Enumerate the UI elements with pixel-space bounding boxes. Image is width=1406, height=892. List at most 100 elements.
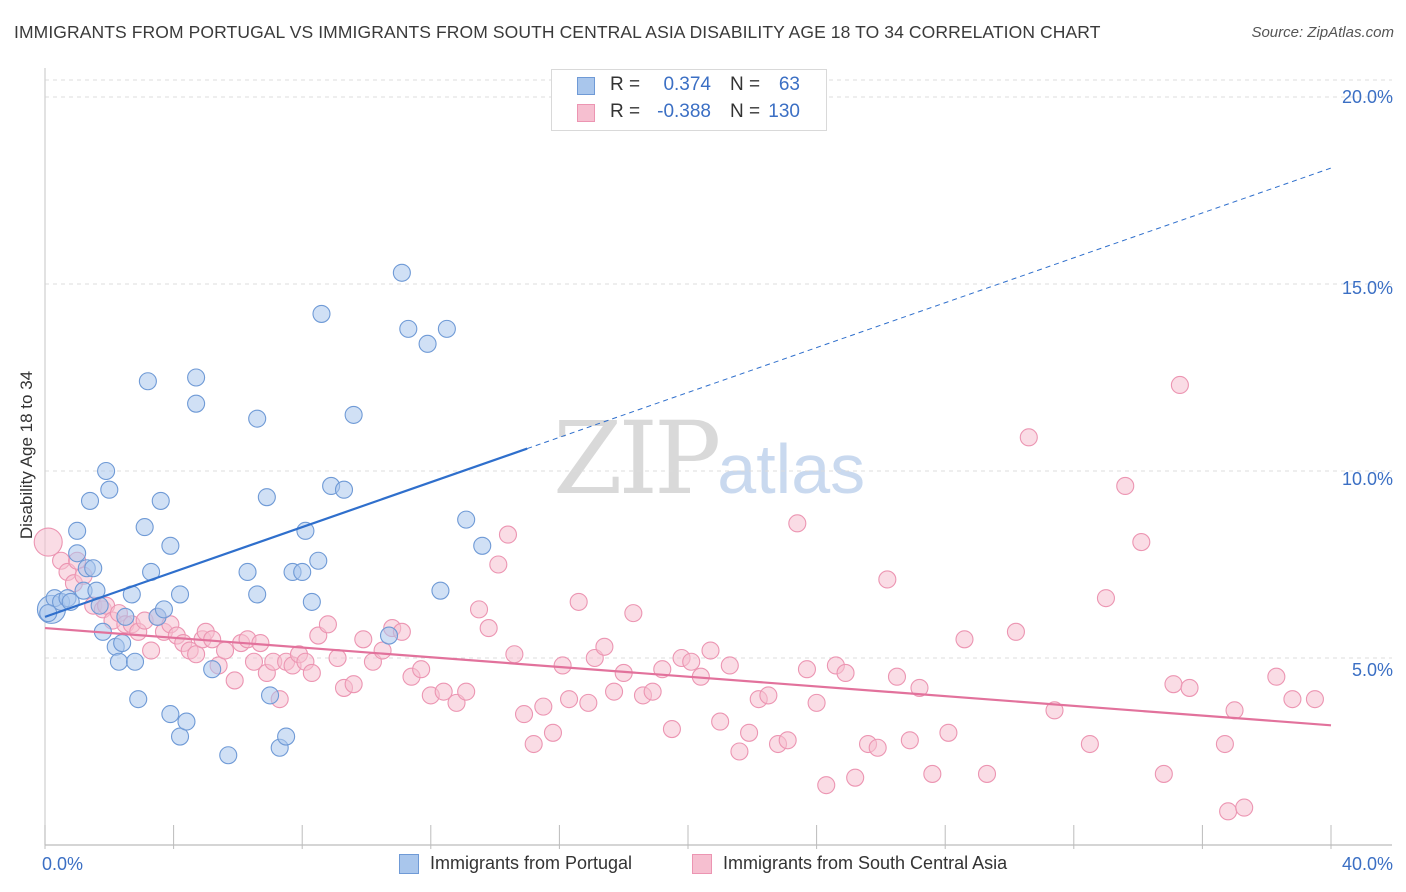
data-point-portugal	[125, 652, 145, 671]
data-point-portugal	[312, 304, 331, 323]
data-point-portugal	[203, 660, 222, 679]
data-point-south-central-asia	[534, 697, 553, 716]
legend-r-label: R =	[610, 101, 641, 122]
data-point-portugal	[129, 690, 148, 709]
data-point-south-central-asia	[759, 686, 778, 705]
data-point-portugal	[457, 510, 476, 529]
data-point-portugal	[344, 405, 363, 424]
data-point-south-central-asia	[1006, 622, 1025, 641]
data-point-south-central-asia	[740, 723, 759, 742]
data-point-south-central-asia	[344, 675, 363, 694]
data-point-south-central-asia	[514, 705, 534, 724]
data-point-south-central-asia	[955, 630, 974, 649]
data-point-portugal	[161, 536, 180, 555]
data-point-south-central-asia	[1019, 428, 1038, 447]
points-south-central-asia	[33, 375, 1324, 821]
data-point-portugal	[97, 461, 116, 481]
points-portugal	[36, 263, 492, 765]
axes	[44, 68, 1392, 849]
data-point-south-central-asia	[939, 723, 958, 742]
data-point-south-central-asia	[187, 645, 206, 664]
data-point-south-central-asia	[1080, 734, 1099, 754]
data-point-south-central-asia	[730, 742, 749, 761]
data-point-portugal	[84, 559, 103, 578]
data-point-south-central-asia	[1219, 802, 1238, 821]
data-point-south-central-asia	[328, 648, 347, 668]
data-point-south-central-asia	[244, 652, 264, 671]
data-point-south-central-asia	[711, 712, 730, 731]
data-point-portugal	[138, 372, 157, 391]
legend-r-value: -0.388	[657, 101, 711, 122]
data-point-portugal	[257, 488, 276, 507]
data-point-south-central-asia	[595, 637, 614, 656]
data-point-south-central-asia	[1225, 701, 1244, 720]
data-point-portugal	[154, 600, 174, 619]
data-point-portugal	[437, 319, 456, 338]
data-point-south-central-asia	[1096, 589, 1115, 608]
data-point-portugal	[151, 491, 170, 510]
watermark-zip: ZIP	[553, 400, 721, 517]
data-point-south-central-asia	[579, 693, 598, 712]
data-point-south-central-asia	[543, 723, 563, 742]
data-point-south-central-asia	[624, 604, 643, 623]
data-point-portugal	[219, 746, 238, 765]
data-point-portugal	[473, 536, 492, 555]
data-point-south-central-asia	[846, 768, 865, 787]
data-point-south-central-asia	[788, 514, 807, 533]
data-point-portugal	[334, 480, 354, 499]
x-tick-label-min: 0.0%	[42, 854, 84, 874]
data-point-south-central-asia	[215, 641, 235, 660]
data-point-south-central-asia	[1283, 690, 1302, 709]
data-point-portugal	[135, 518, 154, 537]
data-point-south-central-asia	[479, 619, 498, 638]
correlation-legend: R = 0.374 N = 63 R = -0.388 N = 130	[551, 69, 827, 131]
data-point-portugal	[293, 562, 312, 582]
data-point-portugal	[68, 544, 87, 563]
data-point-south-central-asia	[662, 720, 681, 739]
data-point-south-central-asia	[797, 660, 817, 679]
trend-line-south-central-asia	[44, 626, 1332, 727]
data-point-south-central-asia	[1267, 667, 1286, 686]
data-point-portugal	[277, 727, 296, 746]
data-point-portugal	[187, 394, 206, 413]
data-point-south-central-asia	[720, 656, 739, 675]
data-point-south-central-asia	[553, 656, 572, 675]
legend-row-portugal: R = 0.374 N = 63	[552, 74, 826, 100]
data-point-south-central-asia	[1116, 476, 1135, 496]
legend-r-value: 0.374	[663, 74, 711, 95]
data-point-portugal	[100, 480, 119, 499]
data-point-south-central-asia	[1132, 533, 1151, 552]
legend-swatch-portugal	[577, 77, 595, 95]
legend-label-portugal: Immigrants from Portugal	[430, 853, 633, 873]
data-point-south-central-asia	[412, 660, 431, 679]
data-point-south-central-asia	[142, 641, 161, 660]
y-tick-label: 20.0%	[1341, 87, 1393, 107]
y-tick-label: 5.0%	[1351, 660, 1393, 680]
data-point-portugal	[248, 409, 267, 428]
data-point-south-central-asia	[1154, 764, 1173, 783]
data-point-south-central-asia	[354, 630, 373, 649]
source-label[interactable]: Source: ZipAtlas.com	[1251, 24, 1394, 41]
data-point-portugal	[177, 712, 196, 731]
data-point-south-central-asia	[1215, 734, 1234, 754]
data-point-portugal	[113, 633, 132, 653]
legend-n-label: N =	[730, 101, 761, 122]
data-point-south-central-asia	[1305, 690, 1324, 709]
data-point-south-central-asia	[1235, 798, 1254, 817]
data-point-south-central-asia	[605, 682, 624, 701]
data-point-portugal	[392, 263, 411, 282]
chart-title: IMMIGRANTS FROM PORTUGAL VS IMMIGRANTS F…	[14, 22, 1101, 42]
data-point-south-central-asia	[469, 600, 489, 619]
legend-label-south-central-asia: Immigrants from South Central Asia	[723, 853, 1008, 873]
y-axis-label: Disability Age 18 to 34	[17, 370, 36, 540]
data-point-south-central-asia	[910, 678, 929, 697]
data-point-south-central-asia	[225, 671, 244, 690]
data-point-south-central-asia	[489, 555, 508, 574]
data-point-portugal	[431, 581, 450, 600]
data-point-south-central-asia	[878, 570, 897, 589]
data-point-portugal	[248, 585, 267, 604]
data-point-south-central-asia	[643, 682, 662, 701]
data-point-south-central-asia	[778, 731, 797, 750]
data-point-south-central-asia	[434, 682, 453, 701]
